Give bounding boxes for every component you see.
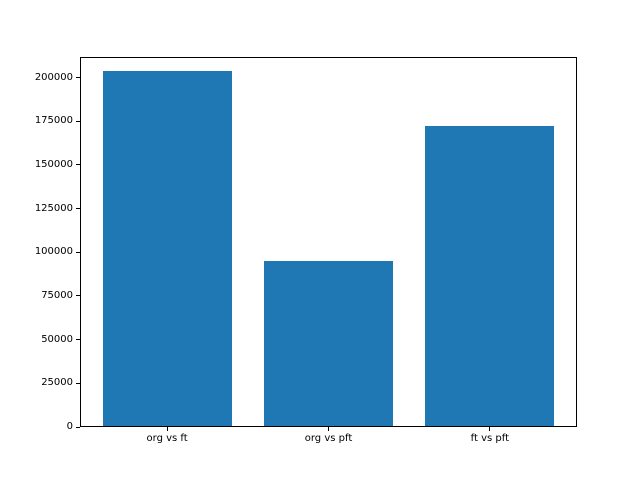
x-tick-label: org vs pft — [304, 433, 353, 444]
y-tick-mark — [76, 251, 80, 253]
x-tick-label: ft vs pft — [470, 433, 510, 444]
y-tick-label: 200000 — [34, 71, 73, 83]
x-tick-mark — [489, 427, 491, 431]
y-tick-label: 75000 — [41, 289, 73, 301]
y-tick-label: 125000 — [34, 202, 73, 214]
y-tick-mark — [76, 77, 80, 79]
bar-org-vs-pft — [263, 260, 394, 426]
y-tick-mark — [76, 208, 80, 210]
y-tick-mark — [76, 164, 80, 166]
y-tick-mark — [76, 339, 80, 341]
y-tick-mark — [76, 295, 80, 297]
y-tick-label: 25000 — [41, 377, 73, 389]
y-tick-label: 0 — [66, 421, 73, 432]
bar-ft-vs-pft — [425, 125, 555, 426]
y-tick-label: 150000 — [34, 158, 73, 170]
y-tick-mark — [76, 120, 80, 122]
y-tick-label: 50000 — [41, 333, 73, 345]
y-tick-mark — [76, 382, 80, 384]
x-tick-mark — [328, 427, 329, 431]
y-tick-mark — [76, 426, 80, 428]
y-tick-label: 175000 — [34, 115, 73, 127]
y-tick-label: 100000 — [34, 246, 73, 258]
plot-area — [80, 57, 577, 427]
bar-org-vs-ft — [102, 71, 232, 426]
x-tick-label: org vs ft — [146, 433, 188, 444]
x-tick-mark — [166, 427, 168, 431]
